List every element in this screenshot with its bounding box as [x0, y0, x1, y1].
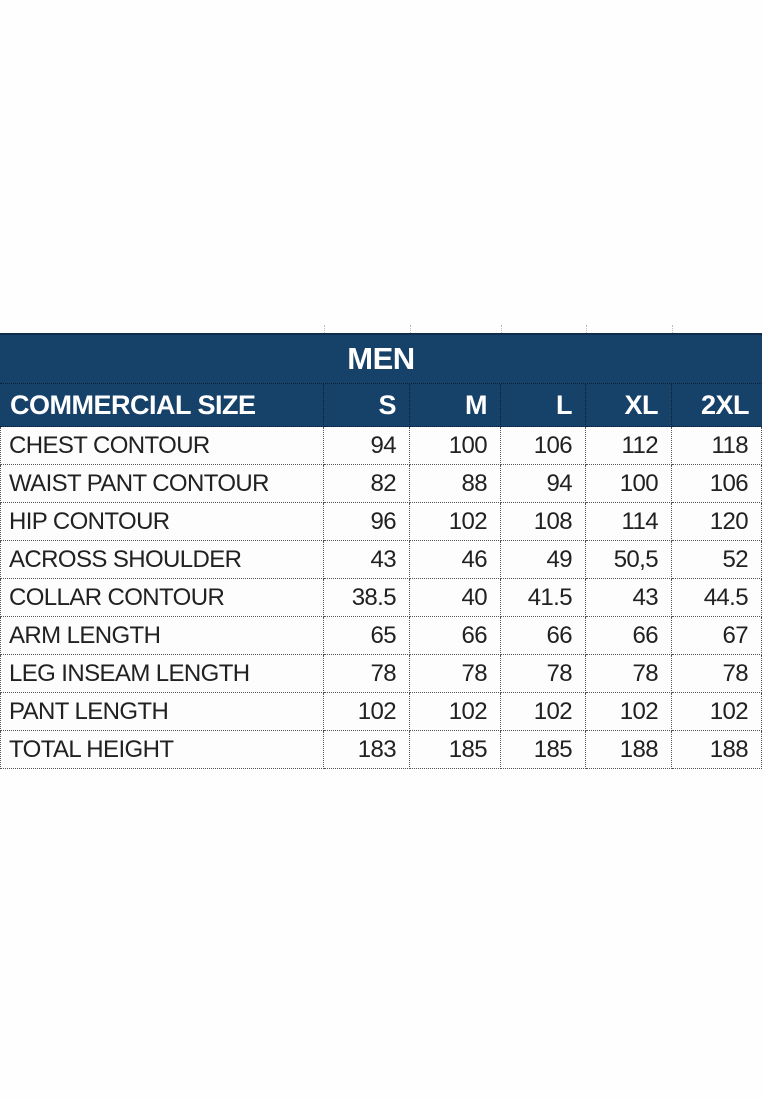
grid-tick: [324, 325, 325, 333]
table-row-pant-length: PANT LENGTH 102 102 102 102 102: [0, 693, 762, 731]
cell-value: 118: [672, 427, 762, 465]
table-column-header-row: COMMERCIAL SIZE S M L XL 2XL: [0, 384, 762, 427]
row-label: PANT LENGTH: [0, 693, 324, 731]
cell-value: 50,5: [586, 541, 672, 579]
table-row-collar-contour: COLLAR CONTOUR 38.5 40 41.5 43 44.5: [0, 579, 762, 617]
cell-value: 52: [672, 541, 762, 579]
cell-value: 102: [410, 693, 501, 731]
cell-value: 40: [410, 579, 501, 617]
cell-value: 66: [501, 617, 586, 655]
table-row-across-shoulder: ACROSS SHOULDER 43 46 49 50,5 52: [0, 541, 762, 579]
cell-value: 78: [672, 655, 762, 693]
column-header-size-2xl: 2XL: [672, 384, 762, 427]
row-label: ARM LENGTH: [0, 617, 324, 655]
cell-value: 114: [586, 503, 672, 541]
cell-value: 102: [672, 693, 762, 731]
cell-value: 185: [501, 731, 586, 769]
row-label: WAIST PANT CONTOUR: [0, 465, 324, 503]
cell-value: 102: [501, 693, 586, 731]
cell-value: 78: [410, 655, 501, 693]
cell-value: 102: [324, 693, 410, 731]
cell-value: 66: [410, 617, 501, 655]
cell-value: 100: [586, 465, 672, 503]
cell-value: 43: [586, 579, 672, 617]
cell-value: 82: [324, 465, 410, 503]
column-header-size-m: M: [410, 384, 501, 427]
column-header-commercial-size: COMMERCIAL SIZE: [0, 384, 324, 427]
cell-value: 183: [324, 731, 410, 769]
row-label: CHEST CONTOUR: [0, 427, 324, 465]
cell-value: 41.5: [501, 579, 586, 617]
cell-value: 185: [410, 731, 501, 769]
cell-value: 88: [410, 465, 501, 503]
column-header-size-l: L: [501, 384, 586, 427]
row-label: COLLAR CONTOUR: [0, 579, 324, 617]
cell-value: 106: [501, 427, 586, 465]
cell-value: 78: [324, 655, 410, 693]
cell-value: 43: [324, 541, 410, 579]
row-label: ACROSS SHOULDER: [0, 541, 324, 579]
table-row-total-height: TOTAL HEIGHT 183 185 185 188 188: [0, 731, 762, 769]
cell-value: 100: [410, 427, 501, 465]
table-row-leg-inseam-length: LEG INSEAM LENGTH 78 78 78 78 78: [0, 655, 762, 693]
grid-tick: [501, 325, 502, 333]
table-row-waist-pant-contour: WAIST PANT CONTOUR 82 88 94 100 106: [0, 465, 762, 503]
cell-value: 78: [501, 655, 586, 693]
cell-value: 108: [501, 503, 586, 541]
row-label: HIP CONTOUR: [0, 503, 324, 541]
table-row-hip-contour: HIP CONTOUR 96 102 108 114 120: [0, 503, 762, 541]
group-header-men: MEN: [0, 335, 762, 384]
cell-value: 46: [410, 541, 501, 579]
cell-value: 65: [324, 617, 410, 655]
men-size-chart-table: MEN COMMERCIAL SIZE S M L XL 2XL CHEST C…: [0, 333, 762, 769]
table-group-header-row: MEN: [0, 335, 762, 384]
cell-value: 188: [672, 731, 762, 769]
grid-tick: [672, 325, 673, 333]
cell-value: 102: [410, 503, 501, 541]
row-label: TOTAL HEIGHT: [0, 731, 324, 769]
cell-value: 38.5: [324, 579, 410, 617]
row-label: LEG INSEAM LENGTH: [0, 655, 324, 693]
cell-value: 106: [672, 465, 762, 503]
cell-value: 49: [501, 541, 586, 579]
cell-value: 96: [324, 503, 410, 541]
cell-value: 112: [586, 427, 672, 465]
cell-value: 94: [501, 465, 586, 503]
table-row-chest-contour: CHEST CONTOUR 94 100 106 112 118: [0, 427, 762, 465]
cell-value: 102: [586, 693, 672, 731]
cell-value: 94: [324, 427, 410, 465]
column-header-size-xl: XL: [586, 384, 672, 427]
grid-tick: [410, 325, 411, 333]
cell-value: 188: [586, 731, 672, 769]
cell-value: 120: [672, 503, 762, 541]
table-row-arm-length: ARM LENGTH 65 66 66 66 67: [0, 617, 762, 655]
cell-value: 67: [672, 617, 762, 655]
cell-value: 44.5: [672, 579, 762, 617]
grid-tick: [586, 325, 587, 333]
column-header-size-s: S: [324, 384, 410, 427]
cell-value: 66: [586, 617, 672, 655]
cell-value: 78: [586, 655, 672, 693]
